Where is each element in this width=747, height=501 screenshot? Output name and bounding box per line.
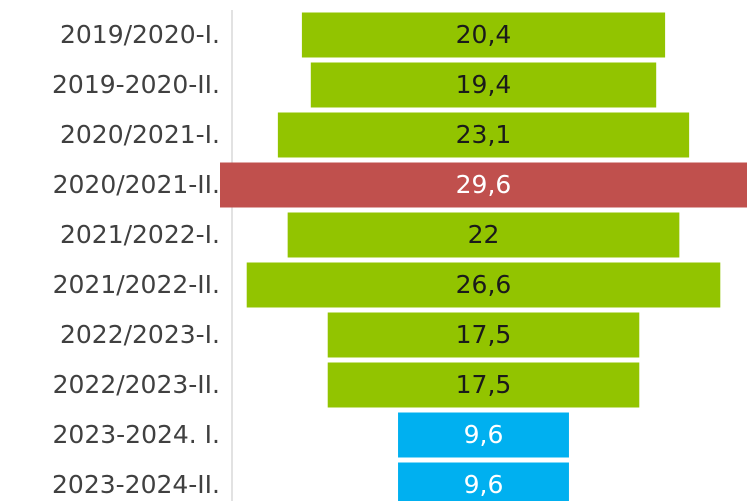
category-label: 2019-2020-II. [52,70,220,99]
category-label: 2021/2022-II. [53,270,220,299]
bar [327,362,640,408]
category-label: 2019/2020-I. [60,20,220,49]
category-label: 2021/2022-I. [60,220,220,249]
bar [220,162,747,208]
data-label: 22 [468,220,500,249]
data-label: 23,1 [456,120,512,149]
data-label: 26,6 [456,270,512,299]
category-label: 2020/2021-II. [53,170,220,199]
bar [301,12,666,58]
data-label: 9,6 [464,470,504,499]
bar [398,412,569,458]
bar [398,462,569,501]
category-label: 2023-2024. I. [53,420,220,449]
bar [310,62,657,108]
data-label: 19,4 [456,70,512,99]
category-label: 2022/2023-II. [53,370,220,399]
data-label: 9,6 [464,420,504,449]
category-label: 2023-2024-II. [52,470,220,499]
data-label: 17,5 [456,320,512,349]
data-label: 17,5 [456,370,512,399]
bar [246,262,721,308]
bar [327,312,640,358]
category-label: 2020/2021-I. [60,120,220,149]
bar [277,112,690,158]
data-label: 20,4 [456,20,512,49]
data-label: 29,6 [456,170,512,199]
bar [287,212,680,258]
category-label: 2022/2023-I. [60,320,220,349]
